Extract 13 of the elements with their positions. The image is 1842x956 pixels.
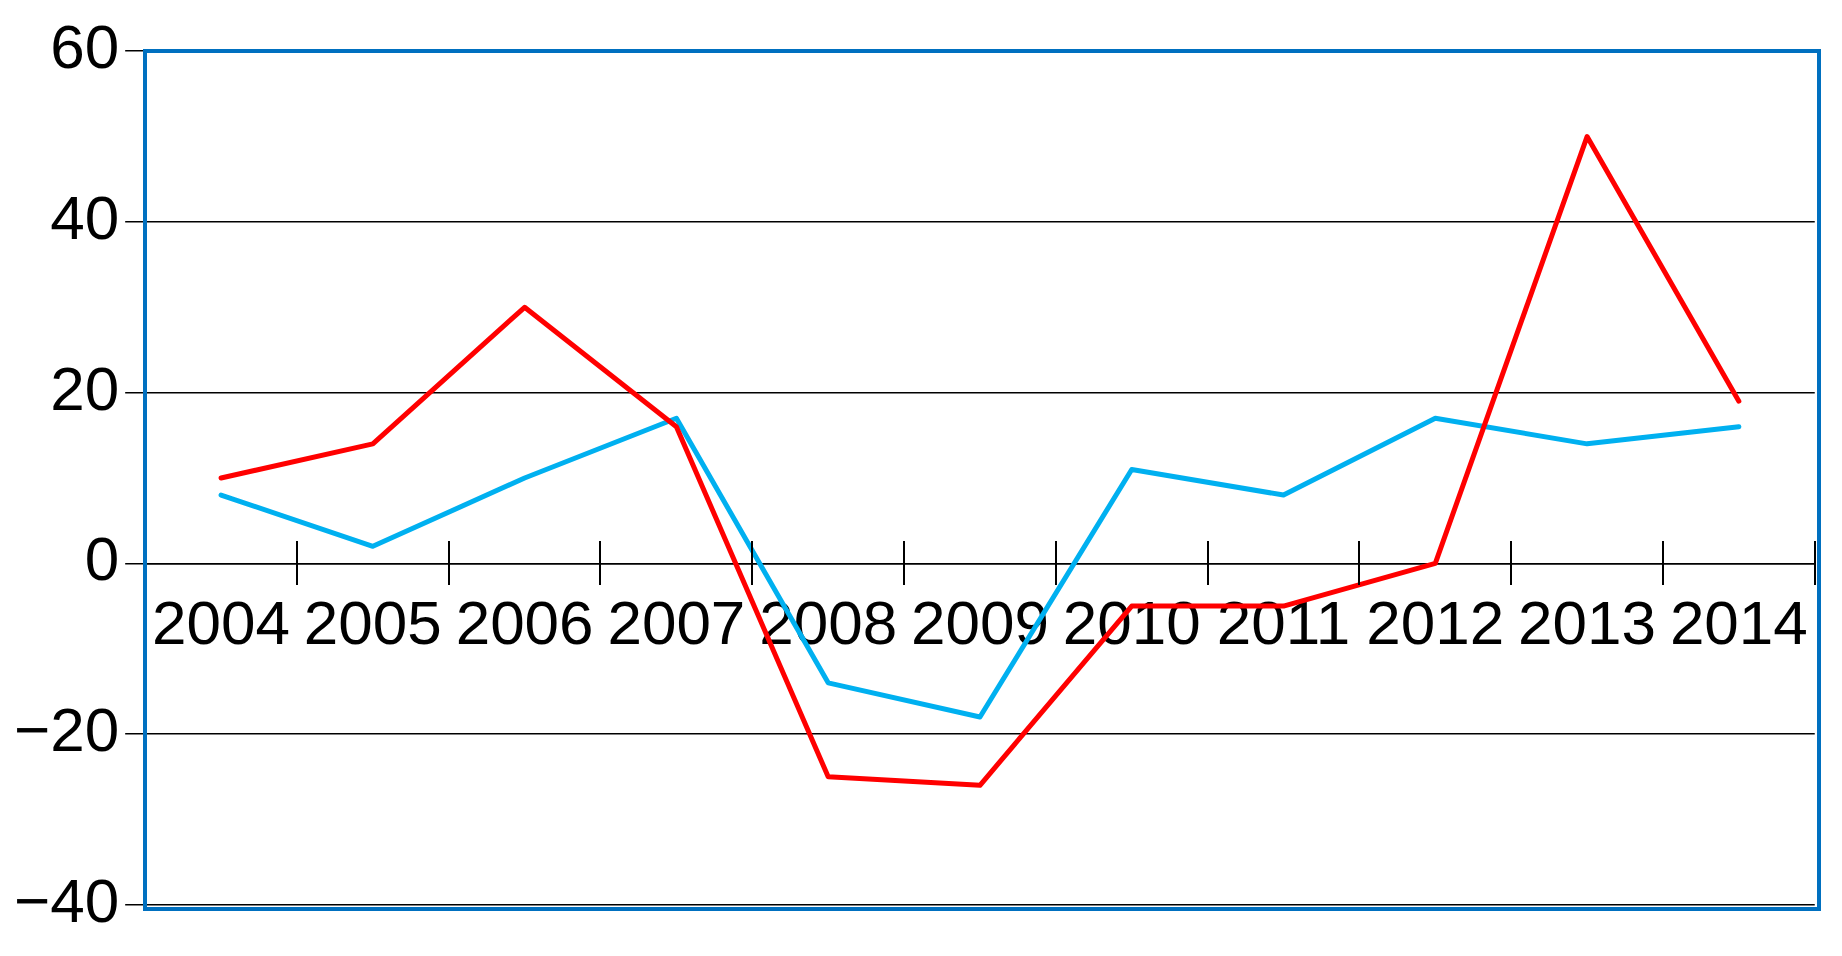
x-tick-label: 2014 — [1669, 587, 1808, 657]
x-tick-label: 2012 — [1366, 587, 1505, 657]
y-tick-label: 20 — [50, 353, 120, 423]
x-tick-label: 2006 — [455, 587, 594, 657]
y-tick-label: 0 — [84, 524, 120, 594]
y-tick-label: −20 — [14, 695, 120, 765]
y-tick-label: 60 — [50, 12, 120, 82]
x-tick-label: 2013 — [1518, 587, 1657, 657]
y-tick-label: 40 — [50, 183, 120, 253]
x-tick-label: 2004 — [152, 587, 291, 657]
x-tick-label: 2005 — [303, 587, 442, 657]
x-tick-label: 2007 — [607, 587, 746, 657]
y-tick-label: −40 — [14, 865, 120, 935]
